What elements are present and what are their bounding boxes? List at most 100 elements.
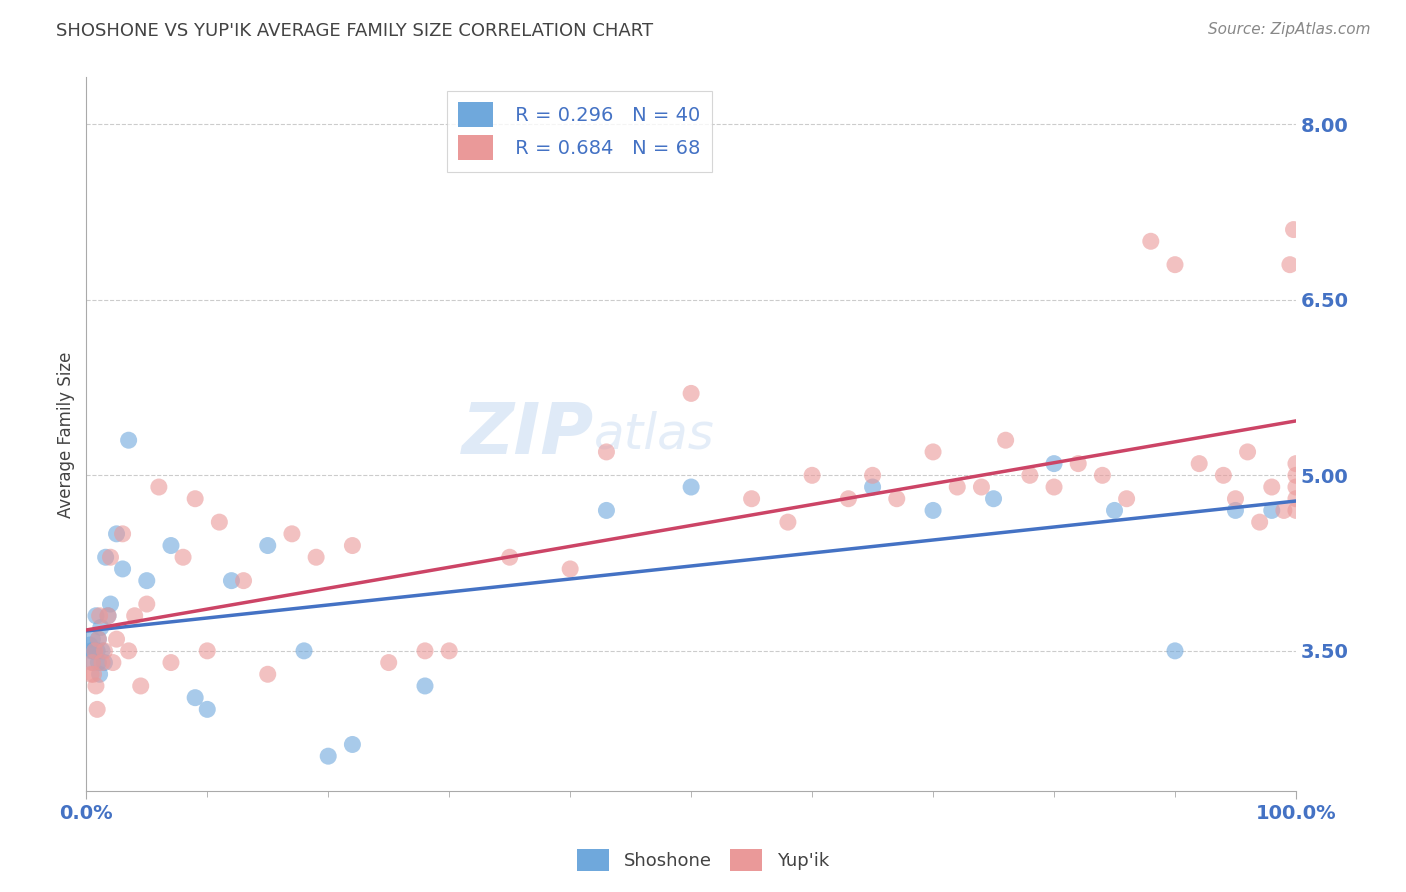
Point <box>100 597 122 611</box>
Point <box>195 702 218 716</box>
Point <box>1164 258 1187 272</box>
Point <box>342 539 364 553</box>
Point <box>1285 457 1308 471</box>
Point <box>160 656 183 670</box>
Point <box>83 644 105 658</box>
Point <box>1278 258 1301 272</box>
Point <box>82 632 104 647</box>
Point <box>595 503 617 517</box>
Point <box>922 445 945 459</box>
Point <box>377 656 399 670</box>
Point <box>342 738 364 752</box>
Point <box>1261 480 1284 494</box>
Point <box>87 632 110 647</box>
Legend: Shoshone, Yup'ik: Shoshone, Yup'ik <box>569 842 837 879</box>
Point <box>862 480 884 494</box>
Point <box>1139 234 1161 248</box>
Point <box>413 644 436 658</box>
Point <box>1236 445 1258 459</box>
Text: Source: ZipAtlas.com: Source: ZipAtlas.com <box>1208 22 1371 37</box>
Point <box>101 656 124 670</box>
Text: SHOSHONE VS YUP'IK AVERAGE FAMILY SIZE CORRELATION CHART: SHOSHONE VS YUP'IK AVERAGE FAMILY SIZE C… <box>56 22 654 40</box>
Point <box>105 632 128 647</box>
Point <box>681 480 703 494</box>
Point <box>970 480 993 494</box>
Legend:  R = 0.296   N = 40,  R = 0.684   N = 68: R = 0.296 N = 40, R = 0.684 N = 68 <box>447 91 711 172</box>
Point <box>1225 503 1247 517</box>
Point <box>97 608 120 623</box>
Point <box>117 434 139 448</box>
Point <box>1285 491 1308 506</box>
Point <box>83 667 105 681</box>
Point <box>117 644 139 658</box>
Point <box>84 679 107 693</box>
Point <box>221 574 243 588</box>
Point <box>124 608 146 623</box>
Point <box>94 550 117 565</box>
Point <box>111 562 134 576</box>
Point <box>1043 480 1066 494</box>
Point <box>93 644 115 658</box>
Y-axis label: Average Family Size: Average Family Size <box>58 351 75 517</box>
Point <box>886 491 908 506</box>
Point <box>801 468 824 483</box>
Point <box>89 608 111 623</box>
Point <box>91 656 114 670</box>
Point <box>87 656 110 670</box>
Point <box>86 702 108 716</box>
Point <box>862 468 884 483</box>
Point <box>83 644 105 658</box>
Point <box>560 562 582 576</box>
Point <box>83 644 105 658</box>
Point <box>1285 468 1308 483</box>
Point <box>1091 468 1114 483</box>
Point <box>105 526 128 541</box>
Point <box>1212 468 1234 483</box>
Point <box>1018 468 1040 483</box>
Point <box>1164 644 1187 658</box>
Point <box>82 656 104 670</box>
Point <box>79 638 101 652</box>
Point <box>983 491 1005 506</box>
Point <box>1043 457 1066 471</box>
Point <box>135 597 157 611</box>
Point <box>82 656 104 670</box>
Point <box>208 515 231 529</box>
Point <box>305 550 328 565</box>
Point <box>1261 503 1284 517</box>
Point <box>148 480 170 494</box>
Point <box>93 656 115 670</box>
Point <box>86 644 108 658</box>
Point <box>1272 503 1295 517</box>
Point <box>172 550 194 565</box>
Point <box>232 574 254 588</box>
Point <box>97 608 120 623</box>
Point <box>100 550 122 565</box>
Point <box>437 644 460 658</box>
Point <box>1188 457 1211 471</box>
Point <box>87 632 110 647</box>
Point <box>91 644 114 658</box>
Point <box>184 491 207 506</box>
Point <box>80 644 103 658</box>
Point <box>1067 457 1090 471</box>
Point <box>256 667 278 681</box>
Point <box>776 515 799 529</box>
Point <box>837 491 859 506</box>
Point <box>316 749 339 764</box>
Point <box>922 503 945 517</box>
Point <box>595 445 617 459</box>
Text: ZIP: ZIP <box>463 400 595 469</box>
Point <box>80 667 103 681</box>
Point <box>1285 503 1308 517</box>
Point <box>498 550 520 565</box>
Point <box>281 526 304 541</box>
Point <box>1104 503 1126 517</box>
Point <box>1225 491 1247 506</box>
Point <box>160 539 183 553</box>
Point <box>1115 491 1137 506</box>
Point <box>129 679 152 693</box>
Point <box>1285 480 1308 494</box>
Point <box>946 480 969 494</box>
Point <box>84 608 107 623</box>
